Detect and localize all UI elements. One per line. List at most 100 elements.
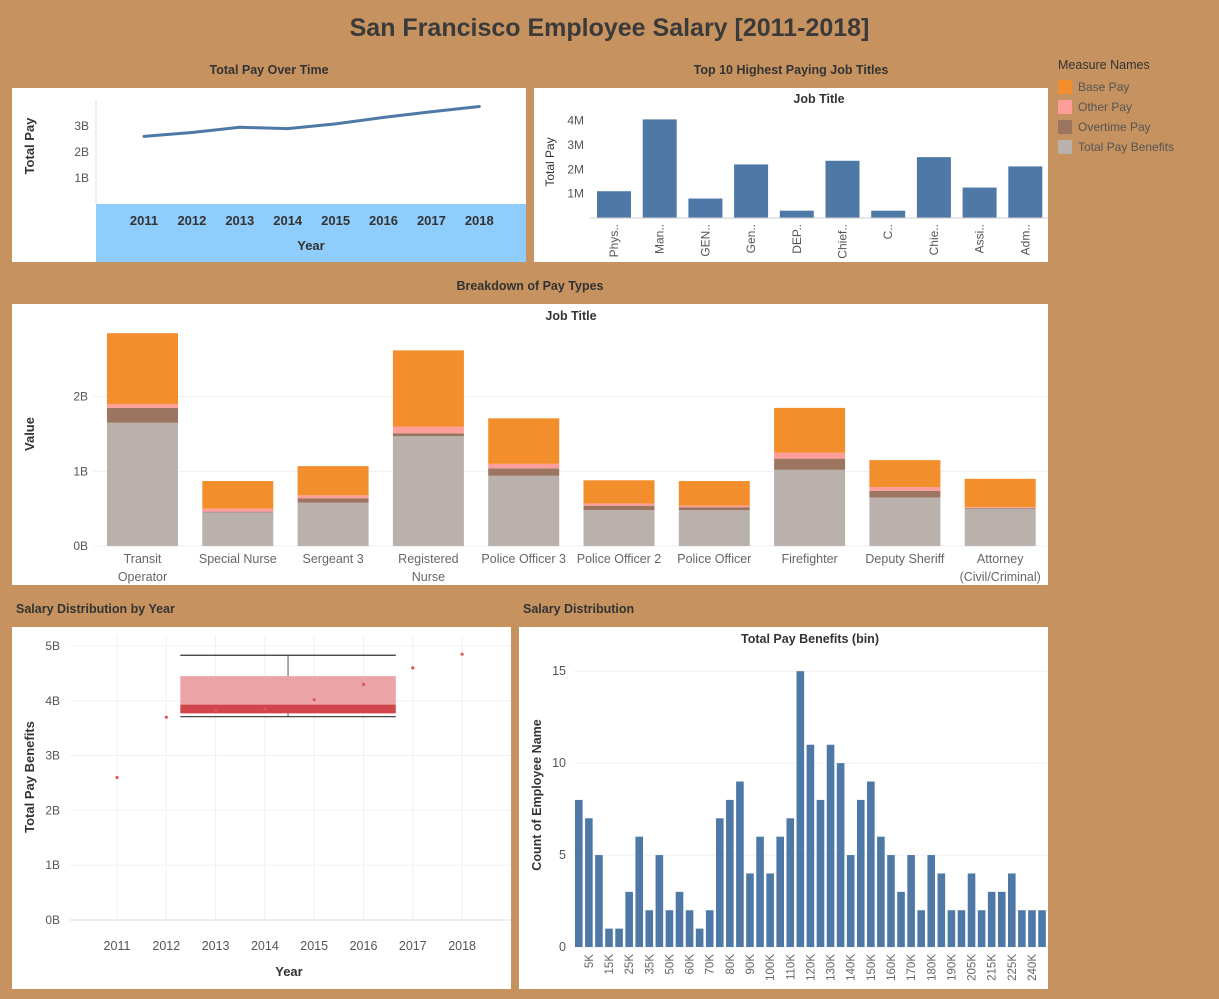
bar [734,164,769,218]
histogram-bar [836,763,845,947]
salary-distribution-panel: Total Pay Benefits (bin) 0 5 10 15 Count of E… [519,627,1056,989]
y-axis-label: Total Pay [22,117,37,175]
bar-segment [392,433,464,437]
legend-swatch [1058,140,1072,154]
histogram-bar [786,818,795,947]
x-tick-label: Firefighter [781,552,837,566]
salary-distribution-chart[interactable]: Total Pay Benefits (bin) 0 5 10 15 Count of E… [519,627,1056,989]
bar-segment [678,505,750,508]
x-tick-label: 90K [745,954,757,975]
bar-segment [297,466,369,496]
bar-segment [869,460,941,488]
histogram-bar [917,910,925,947]
bar-segment [583,505,655,511]
histogram-bar [967,873,976,947]
y-tick-label: 1B [45,858,60,872]
breakdown-of-pay-types-title: Breakdown of Pay Types [456,279,604,293]
top-10-job-titles-panel: Job Title 1M 2M 3M 4M Total Pay Phys.. Man.. GEN… [534,88,1048,262]
bar [825,160,860,218]
scatter-point [214,708,218,712]
bar [688,198,723,218]
histogram-bar [997,891,1006,947]
histogram-bar [726,799,734,947]
bar-segment [964,478,1036,508]
bar-segment [774,407,846,453]
histogram-bar [856,799,865,947]
bar [597,191,631,218]
x-tick-label: Transit [124,552,162,566]
x-tick-label: 120K [805,954,817,981]
bar-segment [774,452,846,459]
line-point [142,134,146,138]
bar-segment [678,507,750,511]
line-point [477,105,481,108]
histogram-bar [665,910,674,947]
x-tick-label: 2016 [369,213,398,228]
bar-segment [107,407,178,423]
legend-item-other-pay[interactable]: Other Pay [1058,97,1213,117]
x-tick-label: Nurse [412,570,445,584]
histogram-bar [1028,910,1036,947]
bar-segment [297,495,369,499]
column-header: Total Pay Benefits (bin) [741,632,879,646]
x-tick-label: 2015 [321,213,350,228]
bar-segment [107,404,178,408]
salary-distribution-by-year-chart[interactable]: 0B 1B 2B 3B 4B 5B 2011 2012 2013 2014 2015 2016 2017… [12,627,511,989]
histogram-bar [927,855,936,947]
x-tick-label: 2016 [350,939,378,953]
x-axis-band [96,204,526,262]
histogram-bar [736,781,744,947]
legend-swatch [1058,100,1072,114]
x-tick-label: 170K [906,954,918,981]
total-pay-over-time-chart[interactable]: 1B 2B 3B 2011 2012 2013 2014 2015 2016 2017 2018 Ye… [12,88,526,262]
bar-segment [488,468,560,476]
x-axis-label: Year [297,238,324,253]
x-tick-label: 2012 [152,939,180,953]
legend-item-base-pay[interactable]: Base Pay [1058,77,1213,97]
y-axis-label: Total Pay Benefits [22,721,37,833]
x-tick-label: Police Officer 3 [481,552,566,566]
legend-item-overtime-pay[interactable]: Overtime Pay [1058,117,1213,137]
bar-segment [107,422,178,546]
scatter-point [164,715,168,719]
scatter-point [263,707,267,711]
x-tick-label: 160K [886,954,898,981]
bar [779,210,814,218]
bar-segment [107,333,178,405]
x-tick-label: Chief.. [836,224,850,259]
scatter-point [312,698,316,702]
legend-item-total-pay-benefits[interactable]: Total Pay Benefits [1058,137,1213,157]
bar-segment [488,463,560,469]
bar-segment [202,512,274,546]
histogram-bar [685,910,694,947]
x-tick-label: 15K [604,954,616,975]
x-tick-label: GEN.. [698,224,712,257]
bar-segment [774,469,846,546]
breakdown-of-pay-types-chart[interactable]: Job Title 0B 1B 2B Value Transit Operator Speci… [12,304,1048,585]
histogram-bar [585,818,593,947]
line-point [238,125,242,129]
histogram-bar [705,910,714,947]
line-point [382,115,385,119]
y-tick-label: 1M [567,187,584,201]
bar-segment [202,508,274,512]
histogram-bar [806,744,815,947]
x-tick-label: 190K [946,954,958,981]
bar-segment [202,511,274,513]
y-tick-label: 1B [74,171,89,185]
bar-segment [774,458,846,470]
x-tick-label: 2011 [130,213,158,228]
histogram-bar [625,891,633,947]
x-tick-label: 180K [926,954,938,981]
y-tick-label: 2B [45,803,60,817]
y-axis-label: Count of Employee Name [530,719,544,870]
box-upper [180,676,396,705]
top-10-job-titles-chart[interactable]: Job Title 1M 2M 3M 4M Total Pay Phys.. Man.. GEN… [534,88,1048,262]
histogram-bar [1038,910,1046,947]
x-tick-label: 25K [624,954,636,975]
histogram-bar [595,855,603,947]
histogram-bar [897,891,905,947]
bar-segment [488,475,560,546]
histogram-bar [826,744,835,947]
y-tick-label: 2B [74,145,89,159]
